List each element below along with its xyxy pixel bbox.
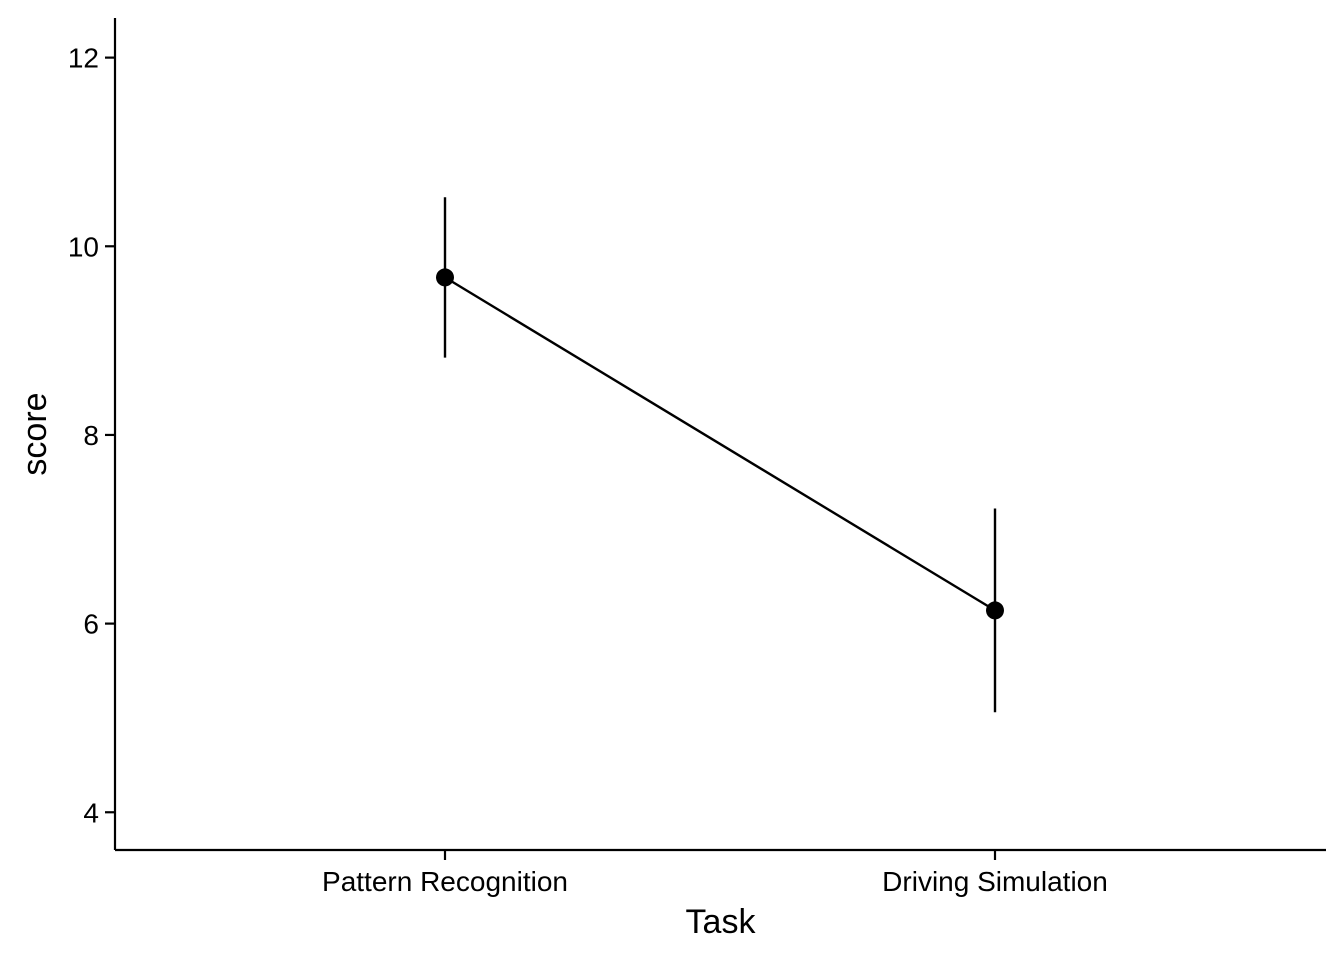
series-layer <box>436 197 1004 713</box>
x-axis-ticks: Pattern Recognition Driving Simulation <box>322 850 1108 897</box>
data-point <box>436 268 454 287</box>
y-tick-label: 10 <box>68 231 99 262</box>
data-point <box>986 601 1004 620</box>
y-tick-label: 12 <box>68 43 99 74</box>
series-line <box>444 276 996 612</box>
y-tick-label: 4 <box>83 797 99 828</box>
y-tick-label: 6 <box>83 609 99 640</box>
y-axis-title: score <box>16 392 54 475</box>
x-axis-title: Task <box>686 903 757 941</box>
y-axis-ticks: 4 6 8 10 12 <box>68 43 115 828</box>
x-tick-label: Pattern Recognition <box>322 866 568 897</box>
x-tick-label: Driving Simulation <box>882 866 1108 897</box>
y-tick-label: 8 <box>83 420 99 451</box>
